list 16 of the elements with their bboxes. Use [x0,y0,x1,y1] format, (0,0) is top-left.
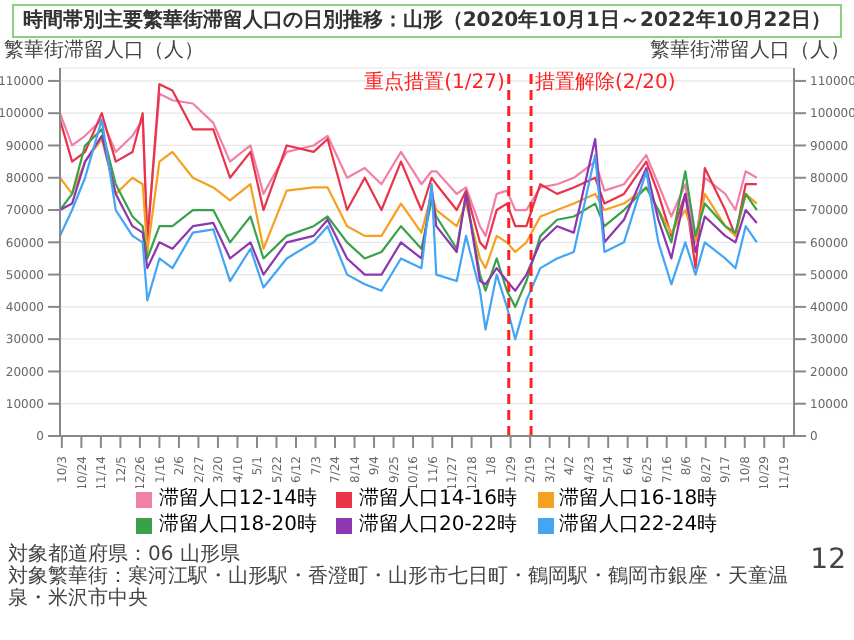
legend-label: 滞留人口22-24時 [559,514,718,538]
y-axis-title: 繁華街滞留人口（人） [4,40,204,64]
legend-label: 滞留人口12-14時 [158,488,317,512]
ref-line-label: 措置解除(2/20) [535,70,676,94]
line-series [60,137,758,270]
y2-axis-title: 繁華街滞留人口（人） [650,40,850,64]
text: 対象繁華街：寒河江駅・山形駅・香澄町・山形市七日町・鶴岡駅・鶴岡市銀座・天童温泉・米沢市中央 [8,566,788,610]
text: 12 [810,544,846,576]
legend-label: 滞留人口14-16時 [358,488,518,512]
legend-label: 滞留人口20-22時 [358,514,518,538]
chart-title: 時間帯別主要繁華街滞留人口の日別推移：山形（2020年10月1日～2022年10月22日） [12,4,842,38]
line-series [60,118,758,341]
legend-label: 滞留人口18-20時 [158,514,317,538]
ref-line-label: 重点措置(1/27) [364,70,505,94]
legend-label: 滞留人口16-18時 [559,488,718,512]
text: 対象都道府県：06 山形県 [8,544,240,566]
